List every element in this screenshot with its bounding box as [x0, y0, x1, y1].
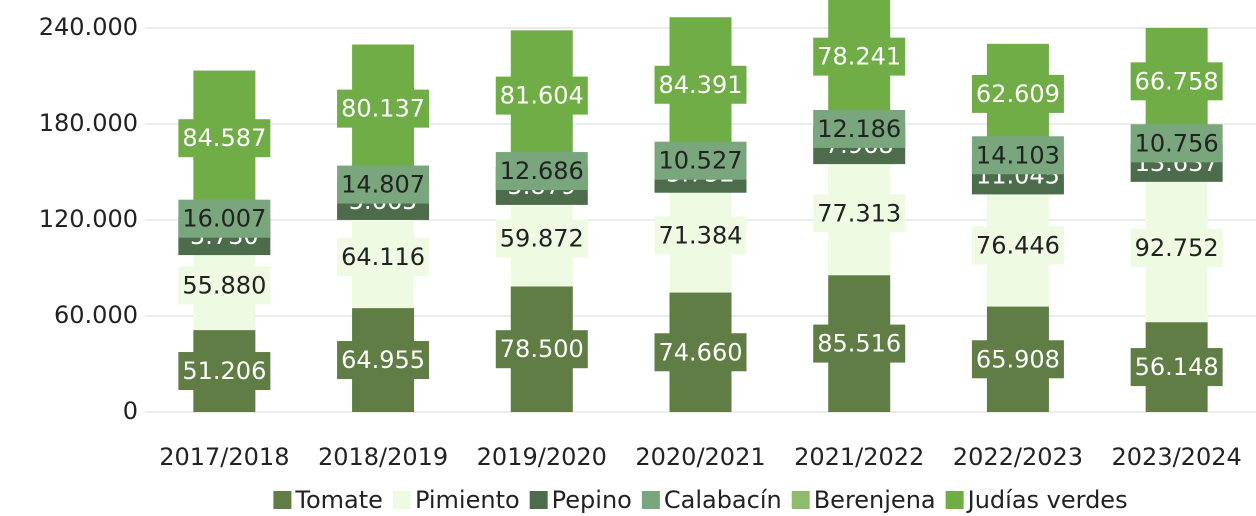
y-tick-label: 240.000 [39, 13, 138, 41]
x-tick-label: 2023/2024 [1112, 443, 1242, 471]
legend-label: Pimiento [415, 486, 520, 514]
data-label-bg [1130, 62, 1223, 101]
data-label-bg [178, 266, 271, 305]
data-label: 78.241 [817, 43, 901, 71]
data-label: 14.103 [976, 141, 1060, 169]
data-label: 51.206 [182, 357, 266, 385]
data-label-bg [178, 352, 271, 391]
data-label: 62.609 [976, 80, 1060, 108]
data-label: 55.880 [182, 271, 266, 299]
legend-label: Pepino [552, 486, 632, 514]
data-label: 10.527 [659, 147, 743, 175]
data-label: 10.756 [1135, 129, 1219, 157]
data-label-bg [178, 199, 271, 238]
data-label: 65.908 [976, 345, 1060, 373]
y-tick-label: 180.000 [39, 109, 138, 137]
data-label: 85.516 [817, 330, 901, 358]
data-label-bg [813, 324, 906, 363]
data-label-bg [971, 74, 1064, 113]
data-label-bg [971, 226, 1064, 265]
data-label-bg [178, 119, 271, 158]
data-label: 14.807 [341, 171, 425, 199]
data-label-bg [1130, 228, 1223, 267]
legend-swatch [791, 491, 810, 509]
data-label-bg [813, 37, 906, 76]
x-tick-label: 2021/2022 [794, 443, 924, 471]
data-label-bg [1130, 124, 1223, 163]
data-label: 84.587 [182, 124, 266, 152]
data-label-bg [813, 194, 906, 233]
legend-swatch [273, 491, 292, 509]
x-tick-label: 2019/2020 [477, 443, 607, 471]
data-label-bg [495, 219, 588, 258]
legend-swatch [392, 491, 411, 509]
data-label-bg [971, 136, 1064, 175]
data-label: 84.391 [659, 71, 743, 99]
data-label-bg [654, 141, 747, 180]
data-label-bg [654, 216, 747, 255]
data-label-bg [495, 330, 588, 369]
data-label-bg [495, 152, 588, 191]
data-label: 66.758 [1135, 67, 1219, 95]
y-tick-label: 120.000 [39, 205, 138, 233]
data-label-bg [337, 165, 430, 204]
data-label: 76.446 [976, 231, 1060, 259]
data-label: 80.137 [341, 95, 425, 123]
data-label: 71.384 [659, 221, 743, 249]
data-label: 12.686 [500, 157, 584, 185]
data-label: 78.500 [500, 335, 584, 363]
data-label: 56.148 [1135, 353, 1219, 381]
y-tick-label: 0 [123, 397, 138, 425]
y-tick-label: 60.000 [54, 301, 138, 329]
data-label: 64.955 [341, 346, 425, 374]
x-tick-label: 2020/2021 [635, 443, 765, 471]
data-label-bg [337, 341, 430, 380]
legend-label: Judías verdes [966, 486, 1128, 514]
legend-label: Tomate [294, 486, 383, 514]
x-tick-label: 2017/2018 [159, 443, 289, 471]
data-label-bg [654, 333, 747, 372]
data-label-bg [495, 76, 588, 115]
data-label-bg [971, 340, 1064, 379]
data-label: 74.660 [659, 338, 743, 366]
data-label-bg [654, 65, 747, 104]
data-label: 81.604 [500, 82, 584, 110]
data-label: 64.116 [341, 243, 425, 271]
data-label: 59.872 [500, 225, 584, 253]
data-label-bg [337, 237, 430, 276]
x-tick-label: 2018/2019 [318, 443, 448, 471]
data-label: 12.186 [817, 115, 901, 143]
data-label-bg [337, 89, 430, 128]
x-tick-label: 2022/2023 [953, 443, 1083, 471]
data-label-bg [813, 109, 906, 148]
data-label: 77.313 [817, 199, 901, 227]
legend-swatch [529, 491, 548, 509]
data-label: 16.007 [182, 205, 266, 233]
data-label: 92.752 [1135, 234, 1219, 262]
data-label-bg [1130, 348, 1223, 387]
legend-label: Calabacín [664, 486, 782, 514]
legend-swatch [641, 491, 660, 509]
legend-label: Berenjena [814, 486, 936, 514]
legend-swatch [945, 491, 964, 509]
